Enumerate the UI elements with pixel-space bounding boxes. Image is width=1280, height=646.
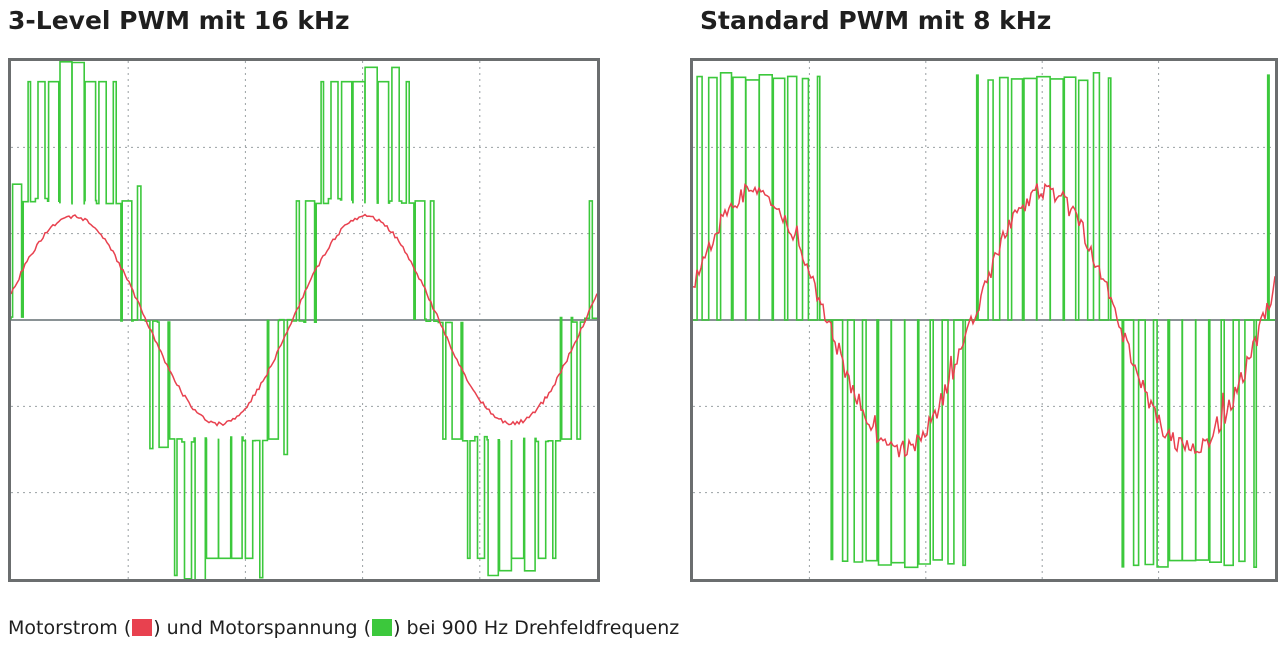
grid bbox=[11, 61, 597, 579]
caption-text-1: Motorstrom ( bbox=[8, 617, 132, 639]
series-motorstrom bbox=[11, 213, 597, 427]
chart-title-3-level: 3-Level PWM mit 16 kHz bbox=[8, 6, 350, 35]
oscilloscope-plot-3-level bbox=[8, 58, 600, 582]
oscilloscope-plot-standard bbox=[690, 58, 1278, 582]
series-motorspannung bbox=[11, 61, 597, 579]
plot-area-3-level bbox=[11, 61, 597, 579]
caption-text-3: ) bei 900 Hz Drehfeldfrequenz bbox=[393, 617, 680, 639]
series-motorspannung bbox=[693, 72, 1275, 569]
series-motorstrom bbox=[693, 182, 1275, 458]
current-swatch bbox=[132, 619, 153, 636]
caption-text-2: ) und Motorspannung ( bbox=[153, 617, 372, 639]
voltage-swatch bbox=[372, 619, 393, 636]
plot-area-standard bbox=[693, 61, 1275, 579]
figure-caption: Motorstrom ( ) und Motorspannung ( ) bei 9… bbox=[8, 615, 679, 641]
chart-title-standard: Standard PWM mit 8 kHz bbox=[700, 6, 1052, 35]
